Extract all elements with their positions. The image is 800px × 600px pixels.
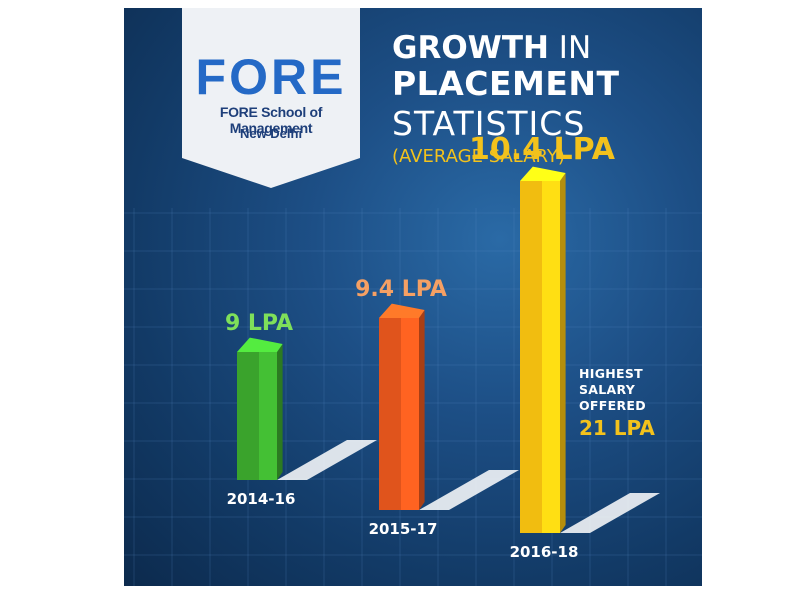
value-label-2015-17: 9.4 LPA	[355, 277, 447, 302]
bar-shadow	[560, 493, 660, 533]
bar-shadow	[419, 470, 519, 510]
bar-side	[560, 173, 566, 533]
category-label-2014-16: 2014-16	[227, 490, 296, 508]
bar-top	[520, 166, 566, 181]
bar-2016-18	[520, 166, 660, 533]
institute-name: FORE School of Management	[219, 104, 323, 136]
note-line-3: OFFERED	[579, 398, 646, 413]
bar-shadow	[277, 440, 377, 480]
title-in: IN	[548, 30, 592, 66]
bar-highlight	[259, 352, 277, 480]
logo-panel-background	[182, 8, 360, 188]
fore-logo: FORE	[195, 49, 347, 105]
value-label-2016-18: 10.4 LPA	[469, 132, 616, 167]
note-line-1: HIGHEST	[579, 366, 644, 381]
bar-highlight	[401, 318, 419, 510]
bar-top	[237, 337, 283, 352]
logo-panel: FORE FORE School of Management New Delhi	[182, 8, 360, 188]
bar-side	[277, 344, 283, 480]
title-line-1: GROWTH IN	[392, 30, 591, 66]
category-label-2015-17: 2015-17	[369, 520, 438, 538]
chart-subtitle: (AVERAGE SALARY)	[392, 146, 565, 167]
institute-city: New Delhi	[239, 126, 303, 141]
highest-salary-value: 21 LPA	[579, 416, 655, 440]
bar-side	[419, 310, 425, 510]
value-label-2014-16: 9 LPA	[225, 311, 293, 336]
title-line-3: STATISTICS	[392, 104, 586, 143]
category-label-2016-18: 2016-18	[510, 543, 579, 561]
bar-chart: 9 LPA 2014-16 9.4 LPA 2015-17 10.4 LPA 2016-1…	[225, 132, 660, 561]
infographic-poster: FORE FORE School of Management New Delhi…	[124, 8, 702, 586]
bar-highlight	[542, 181, 560, 533]
bar-2015-17	[379, 303, 519, 510]
bar-top	[379, 303, 425, 318]
bar-2014-16	[237, 337, 377, 480]
highest-salary-note: HIGHEST SALARY OFFERED 21 LPA	[579, 366, 655, 440]
title-growth: GROWTH	[392, 30, 549, 66]
note-line-2: SALARY	[579, 382, 636, 397]
title-line-2: PLACEMENT	[392, 64, 620, 103]
